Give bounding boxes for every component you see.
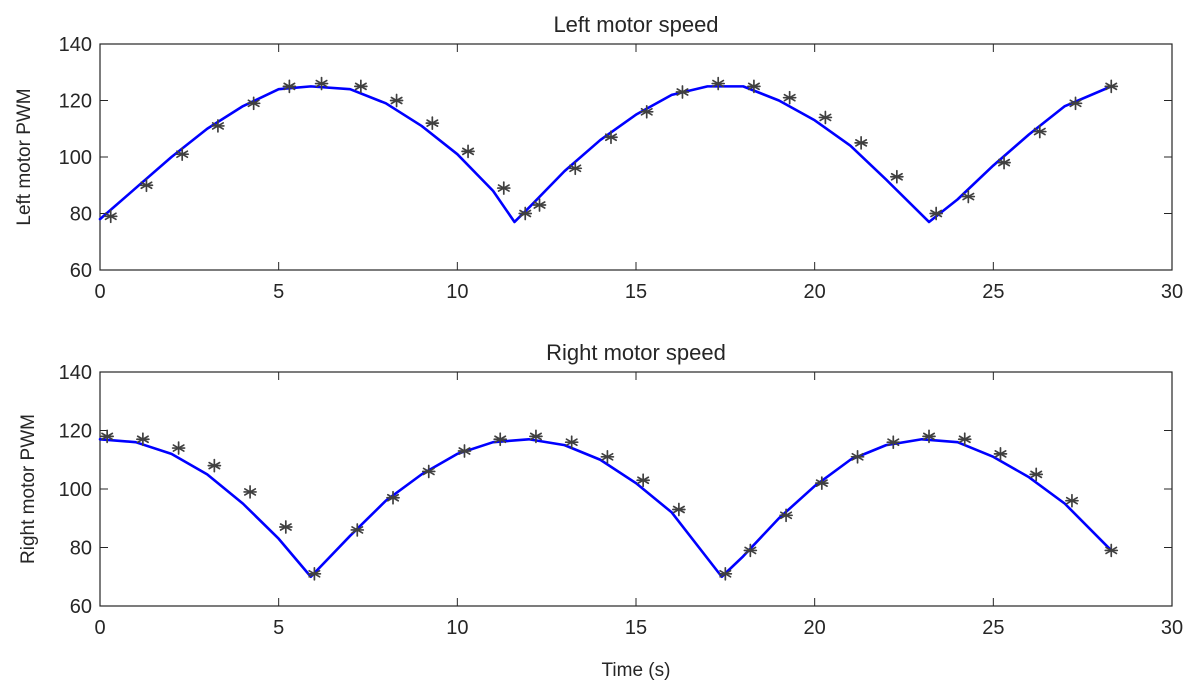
right-motor-data-point: [1065, 493, 1079, 508]
left-motor-ticks: 0 5 10 15 20 25 30 60 80 100 120 140: [59, 34, 1184, 303]
right-motor-title: Right motor speed: [546, 340, 726, 365]
left-motor-data-point: [568, 161, 583, 176]
left-motor-ytick-label: 120: [59, 91, 92, 113]
right-motor-data-point: [922, 429, 936, 444]
left-motor-data-point: [1104, 79, 1119, 94]
right-motor-xtick-label: 10: [446, 617, 468, 639]
left-motor-data-point: [425, 116, 440, 130]
right-motor-plot-content: [98, 429, 1119, 581]
right-motor-ytick-label: 120: [59, 421, 92, 443]
right-motor-axes-box: [99, 371, 1173, 607]
right-motor-ytick-label: 60: [70, 596, 92, 618]
right-motor-ylabel: Right motor PWM: [18, 414, 39, 564]
right-motor-subplot: Right motor speed Right motor PWM Time (…: [18, 340, 1183, 681]
right-motor-series-line: [98, 437, 1113, 579]
left-motor-plot-content: [98, 76, 1119, 224]
right-motor-data-point: [672, 502, 686, 517]
right-motor-data-point: [743, 543, 758, 558]
right-motor-data-point: [136, 432, 150, 447]
left-motor-axes-box: [99, 43, 1173, 271]
right-motor-data-point: [493, 432, 508, 447]
left-motor-data-point: [604, 130, 618, 145]
left-motor-ytick-label: 80: [70, 204, 92, 226]
right-motor-data-point: [307, 566, 322, 581]
left-motor-data-point: [997, 155, 1011, 170]
left-motor-data-point: [890, 169, 904, 184]
left-motor-data-point: [711, 76, 726, 91]
left-motor-title: Left motor speed: [553, 12, 718, 37]
left-motor-data-point: [282, 79, 297, 94]
left-motor-data-point: [1032, 124, 1047, 139]
right-motor-data-point: [243, 485, 257, 499]
right-motor-data-point: [814, 476, 829, 490]
right-motor-xtick-label: 30: [1161, 617, 1183, 639]
left-motor-ytick-label: 100: [59, 147, 92, 169]
right-motor-data-point: [1104, 543, 1119, 558]
left-motor-ytick-label: 60: [70, 260, 92, 282]
left-motor-xtick-label: 25: [982, 281, 1004, 303]
right-motor-data-point: [957, 432, 972, 447]
right-motor-ytick-label: 100: [59, 479, 92, 501]
left-motor-ylabel: Left motor PWM: [14, 88, 35, 225]
right-motor-data-point: [718, 566, 733, 581]
right-motor-xtick-label: 0: [94, 617, 105, 639]
left-motor-data-point: [175, 147, 190, 162]
left-motor-data-point: [461, 144, 475, 159]
left-motor-data-point: [389, 93, 404, 108]
left-motor-data-point: [246, 96, 261, 111]
right-motor-data-point: [529, 429, 543, 444]
left-motor-data-point: [675, 85, 690, 99]
right-motor-xlabel: Time (s): [602, 660, 671, 681]
left-motor-xtick-label: 10: [446, 281, 468, 303]
right-motor-data-point: [386, 490, 400, 505]
left-motor-data-point: [314, 76, 329, 91]
left-motor-data-point: [1068, 96, 1083, 111]
right-motor-data-point: [100, 429, 114, 444]
left-motor-data-point: [747, 79, 761, 94]
left-motor-data-point: [139, 178, 154, 193]
left-motor-series-line: [98, 85, 1113, 224]
left-motor-data-point: [929, 206, 944, 221]
left-motor-data-point: [961, 189, 976, 204]
left-motor-data-point: [103, 209, 118, 224]
right-motor-ytick-label: 80: [70, 538, 92, 560]
left-motor-data-point: [818, 110, 833, 125]
right-motor-xtick-label: 15: [625, 617, 647, 639]
left-motor-xtick-label: 30: [1161, 281, 1183, 303]
right-motor-data-point: [564, 435, 579, 450]
right-motor-data-point: [600, 449, 615, 464]
left-motor-data-point: [354, 79, 368, 94]
left-motor-xtick-label: 5: [273, 281, 284, 303]
left-motor-data-point: [518, 206, 533, 221]
right-motor-data-point: [850, 449, 865, 464]
right-motor-ticks: 0 5 10 15 20 25 30 60 80 100 120 140: [59, 362, 1184, 639]
right-motor-data-point: [993, 447, 1008, 461]
left-motor-data-point: [854, 136, 868, 150]
left-motor-data-point: [211, 119, 225, 133]
right-motor-xtick-label: 25: [982, 617, 1004, 639]
left-motor-xtick-label: 0: [94, 281, 105, 303]
right-motor-data-point: [1029, 467, 1044, 482]
left-motor-xtick-label: 15: [625, 281, 647, 303]
right-motor-data-point: [779, 508, 793, 523]
right-motor-xtick-label: 20: [804, 617, 826, 639]
right-motor-data-point: [421, 464, 436, 479]
right-motor-data-point: [457, 444, 472, 458]
right-motor-xtick-label: 5: [273, 617, 284, 639]
right-motor-ytick-label: 140: [59, 362, 92, 384]
right-motor-data-point: [636, 473, 650, 488]
right-motor-data-point: [350, 523, 365, 537]
left-motor-data-point: [532, 198, 547, 212]
right-motor-data-point: [278, 520, 293, 534]
left-motor-ytick-label: 140: [59, 34, 92, 56]
left-motor-subplot: Left motor speed Left motor PWM 0 5 10 15 20…: [14, 12, 1183, 303]
left-motor-data-point: [782, 90, 797, 105]
right-motor-data-point: [171, 441, 186, 455]
left-motor-data-point: [496, 181, 511, 195]
left-motor-data-point: [639, 104, 654, 119]
right-motor-data-point: [207, 458, 222, 473]
right-motor-data-point: [886, 435, 901, 450]
left-motor-xtick-label: 20: [804, 281, 826, 303]
